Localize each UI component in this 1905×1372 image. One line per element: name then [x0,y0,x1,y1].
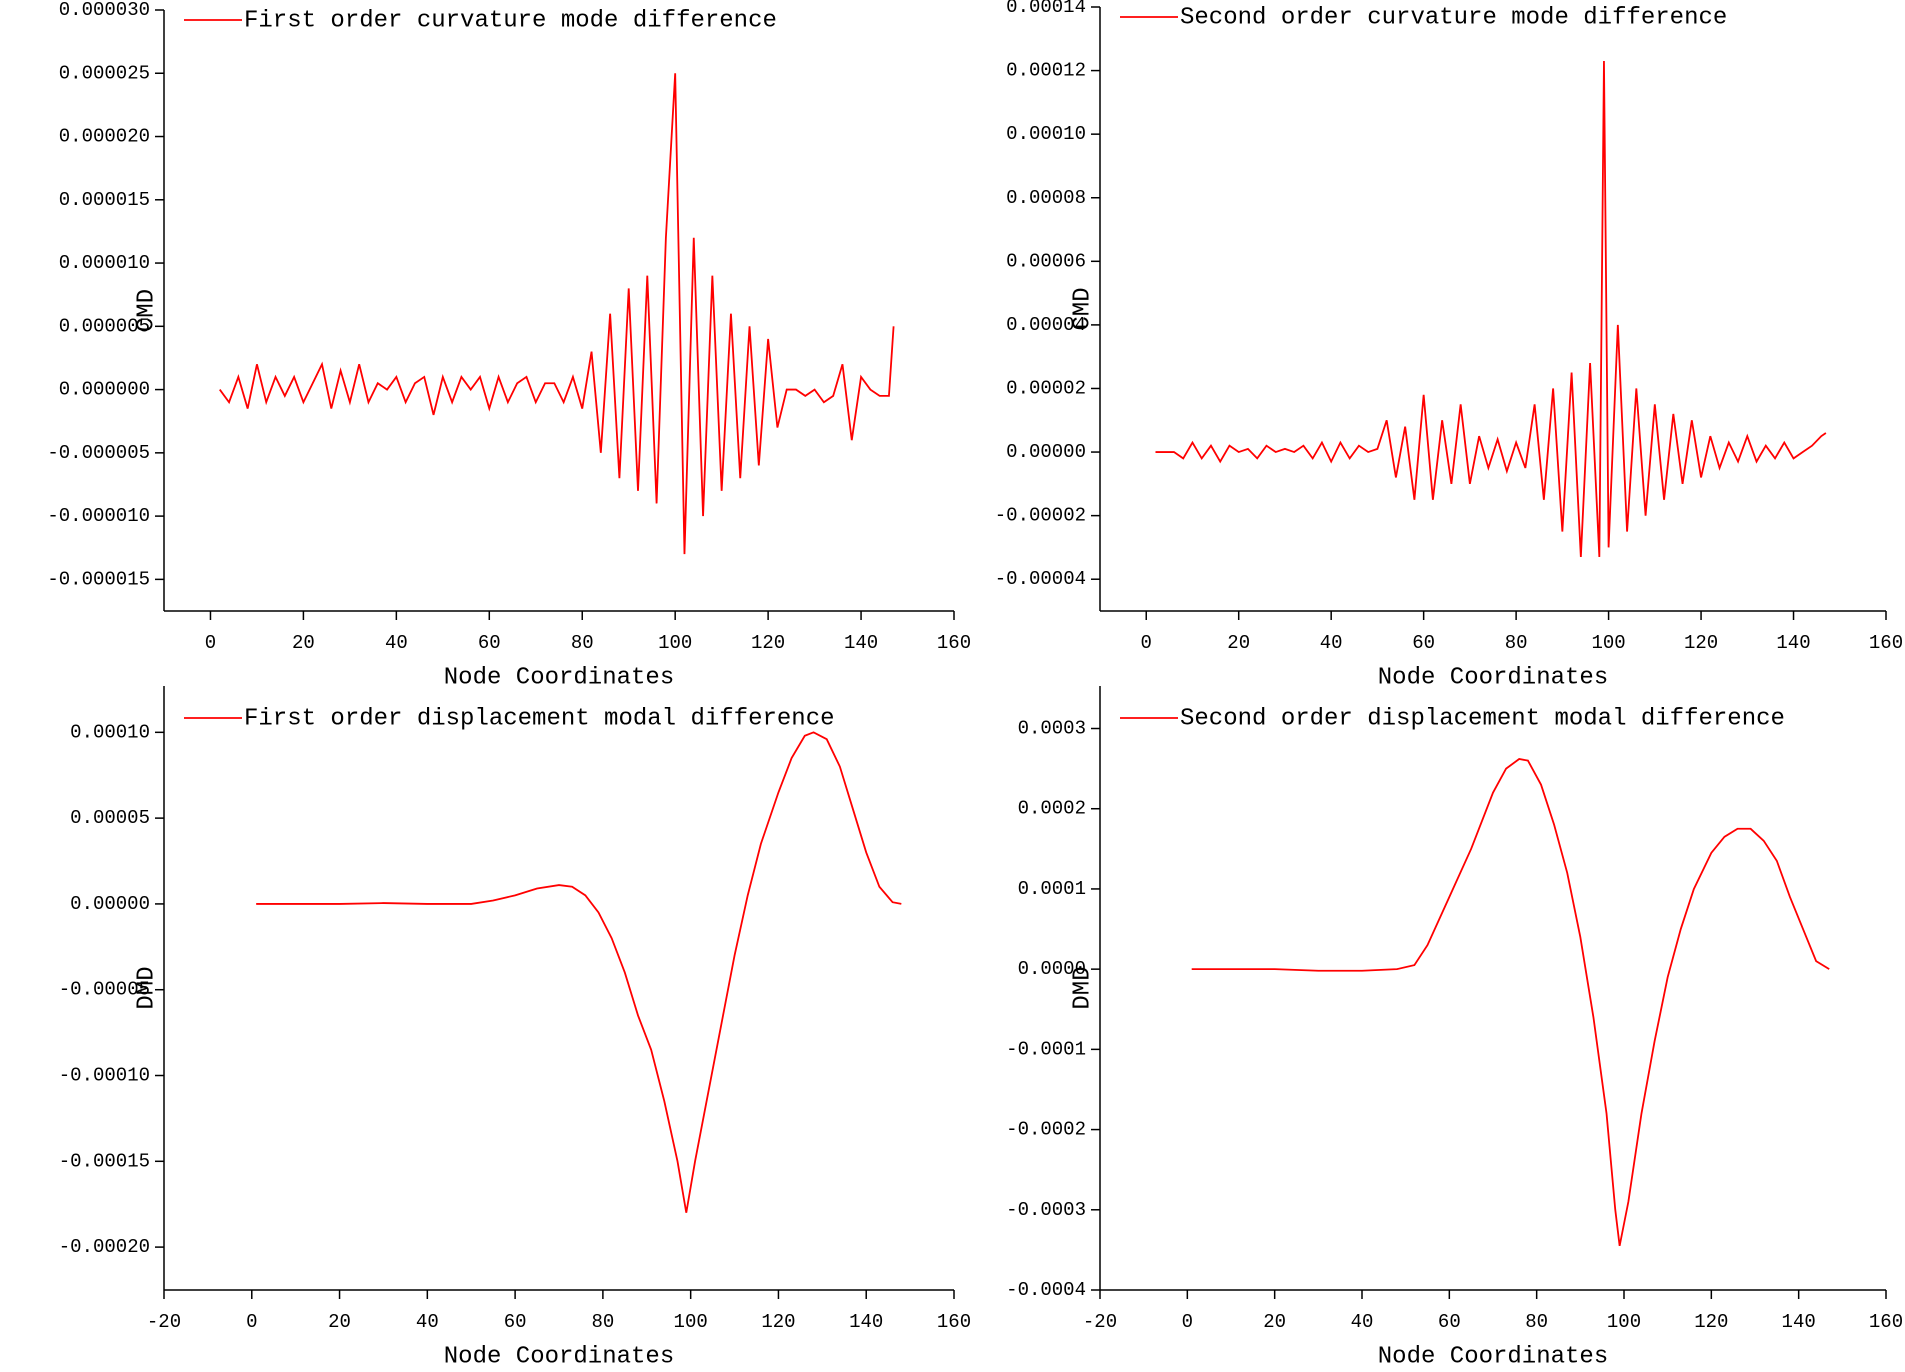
y-axis-label: DMD [1069,966,1096,1009]
y-tick-label: 0.00000 [70,893,150,915]
y-tick-label: -0.00004 [995,568,1086,590]
y-tick-label: -0.00002 [995,505,1086,527]
y-tick-label: 0.00010 [1006,123,1086,145]
y-tick-label: -0.000015 [47,568,150,590]
x-tick-label: 0 [205,632,216,654]
y-tick-label: 0.000020 [59,126,150,148]
data-line [1155,61,1827,558]
x-tick-label: 20 [328,1311,351,1333]
legend-label: First order curvature mode difference [244,7,777,34]
y-tick-label: 0.0003 [1018,718,1086,740]
x-tick-label: 0 [246,1311,257,1333]
x-tick-label: 120 [1684,632,1718,654]
y-tick-label: 0.000005 [59,315,150,337]
x-tick-label: 20 [292,632,315,654]
y-tick-label: 0.0002 [1018,798,1086,820]
x-tick-label: 0 [1182,1311,1193,1333]
y-tick-label: -0.00020 [59,1236,150,1258]
x-axis-label: Node Coordinates [1378,1343,1608,1370]
y-tick-label: 0.00010 [70,721,150,743]
y-tick-label: -0.00015 [59,1150,150,1172]
y-tick-label: 0.00000 [1006,441,1086,463]
y-tick-label: 0.00006 [1006,250,1086,272]
y-axis-label: CMD [1069,287,1096,330]
x-tick-label: 20 [1263,1311,1286,1333]
x-axis-label: Node Coordinates [444,1343,674,1370]
x-tick-label: 20 [1227,632,1250,654]
x-tick-label: 80 [591,1311,614,1333]
x-tick-label: 140 [1776,632,1810,654]
y-axis-label: DMD [133,966,160,1009]
legend-label: Second order displacement modal differen… [1180,705,1785,732]
x-tick-label: 40 [416,1311,439,1333]
y-axis-label: CMD [133,289,160,332]
x-tick-label: 100 [658,632,692,654]
x-tick-label: 120 [1694,1311,1728,1333]
y-tick-label: 0.00008 [1006,187,1086,209]
x-tick-label: 80 [1505,632,1528,654]
y-tick-label: -0.0003 [1006,1199,1086,1221]
x-tick-label: 60 [478,632,501,654]
x-axis-label: Node Coordinates [1378,664,1608,691]
y-tick-label: 0.0000 [1018,958,1086,980]
x-tick-label: 0 [1141,632,1152,654]
x-tick-label: 120 [751,632,785,654]
x-tick-label: 100 [1591,632,1625,654]
x-tick-label: -20 [147,1311,181,1333]
y-tick-label: 0.000000 [59,379,150,401]
x-tick-label: 140 [844,632,878,654]
x-tick-label: 40 [1320,632,1343,654]
x-tick-label: 160 [1869,632,1903,654]
y-tick-label: -0.0001 [1006,1038,1086,1060]
x-tick-label: 80 [571,632,594,654]
data-line [219,73,895,555]
y-tick-label: -0.0002 [1006,1119,1086,1141]
y-tick-label: 0.00005 [70,807,150,829]
x-tick-label: 40 [385,632,408,654]
y-tick-label: 0.00014 [1006,0,1086,18]
y-tick-label: 0.0001 [1018,878,1086,900]
y-tick-label: -0.00010 [59,1065,150,1087]
y-tick-label: 0.00004 [1006,314,1086,336]
y-tick-label: -0.000010 [47,505,150,527]
x-tick-label: 140 [1782,1311,1816,1333]
x-tick-label: 120 [761,1311,795,1333]
y-tick-label: 0.000010 [59,252,150,274]
x-tick-label: 40 [1351,1311,1374,1333]
y-tick-label: 0.00002 [1006,377,1086,399]
y-tick-label: 0.00012 [1006,60,1086,82]
y-tick-label: 0.000025 [59,62,150,84]
x-axis-label: Node Coordinates [444,664,674,691]
x-tick-label: 140 [849,1311,883,1333]
x-tick-label: 160 [1869,1311,1903,1333]
data-line [1191,758,1830,1247]
y-tick-label: -0.0004 [1006,1279,1086,1301]
x-tick-label: 160 [937,1311,971,1333]
x-tick-label: 100 [1607,1311,1641,1333]
legend-label: Second order curvature mode difference [1180,4,1727,31]
x-tick-label: 60 [504,1311,527,1333]
y-tick-label: 0.000015 [59,189,150,211]
x-tick-label: 100 [674,1311,708,1333]
y-tick-label: -0.00005 [59,979,150,1001]
x-tick-label: 60 [1412,632,1435,654]
legend-label: First order displacement modal differenc… [244,705,835,732]
y-tick-label: -0.000005 [47,442,150,464]
data-line [256,731,902,1213]
x-tick-label: 160 [937,632,971,654]
y-tick-label: 0.000030 [59,0,150,21]
x-tick-label: 60 [1438,1311,1461,1333]
x-tick-label: 80 [1525,1311,1548,1333]
x-tick-label: -20 [1083,1311,1117,1333]
